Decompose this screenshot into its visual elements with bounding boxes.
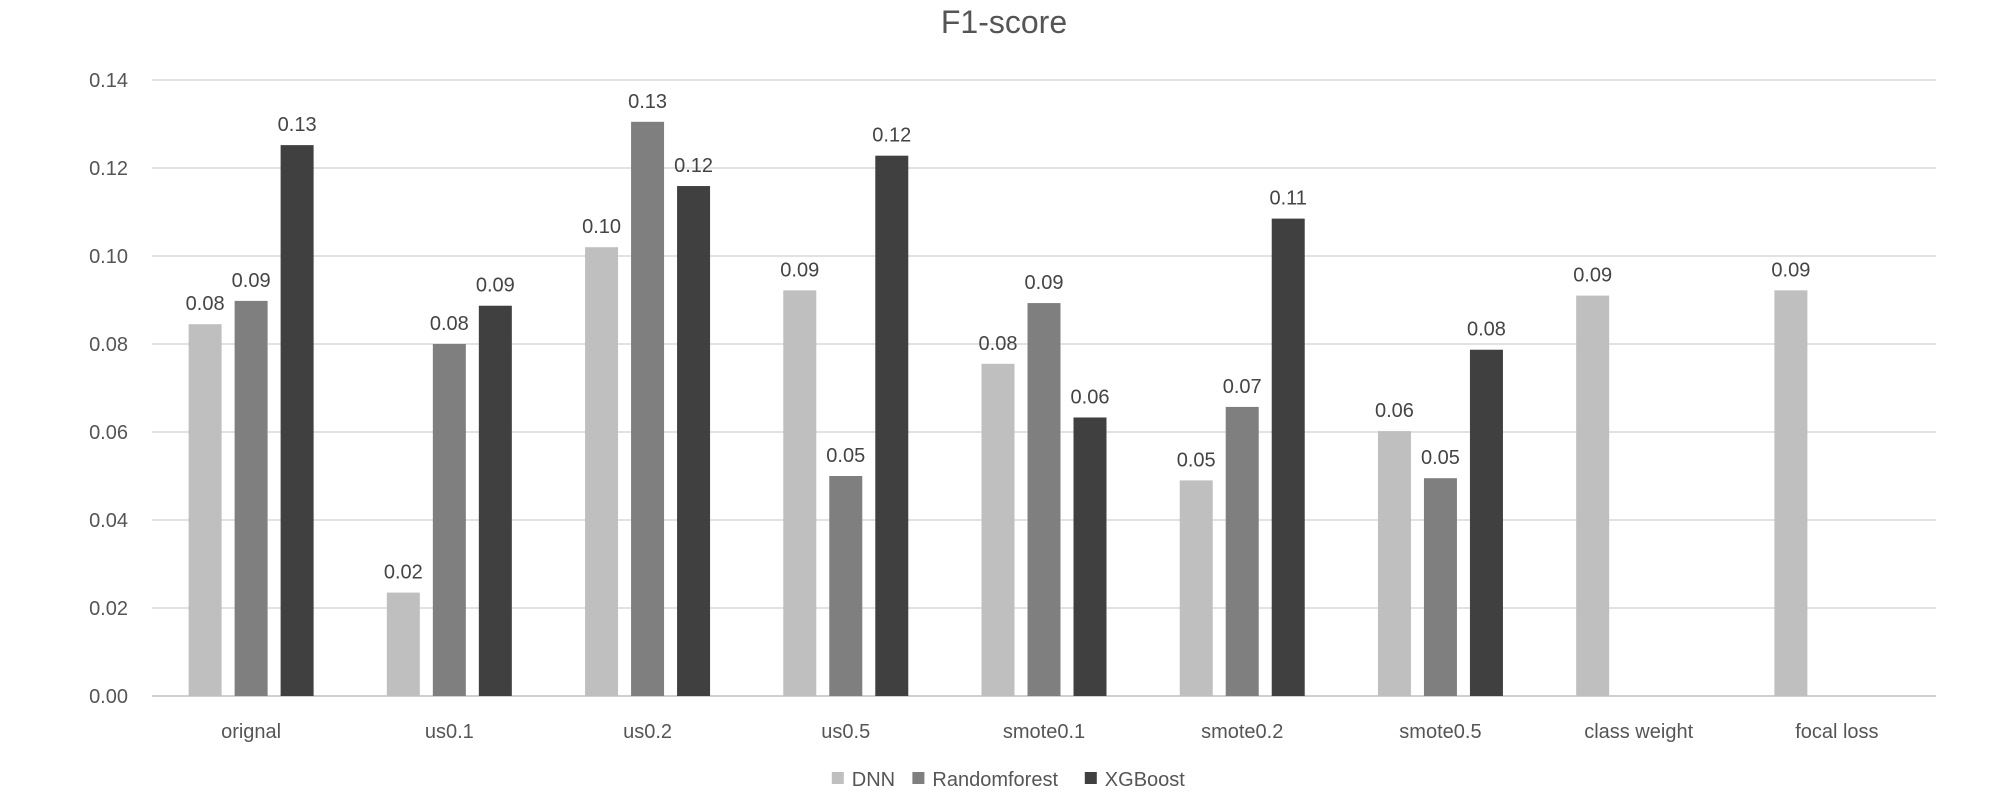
bar-xgboost-smote0.1 [1073, 417, 1107, 696]
data-label: 0.13 [628, 91, 667, 113]
legend-label-dnn: DNN [852, 769, 895, 791]
bar-dnn-us0.2 [585, 247, 619, 696]
data-label: 0.06 [1375, 400, 1414, 422]
bar-randomforest-us0.2 [631, 121, 665, 697]
y-tick-label: 0.14 [89, 70, 128, 92]
legend-label-randomforest: Randomforest [932, 769, 1058, 791]
bar-dnn-us0.5 [783, 290, 817, 696]
y-tick-label: 0.08 [89, 334, 128, 356]
bar-randomforest-smote0.2 [1225, 406, 1259, 696]
x-category-label: class weight [1584, 721, 1693, 743]
data-label: 0.08 [979, 333, 1018, 355]
data-label: 0.12 [872, 125, 911, 147]
x-category-label: smote0.2 [1201, 721, 1283, 743]
data-label: 0.09 [476, 275, 515, 297]
x-category-label: smote0.5 [1399, 721, 1481, 743]
y-tick-label: 0.02 [89, 598, 128, 620]
bar-dnn-smote0.2 [1179, 480, 1213, 696]
data-label: 0.09 [1771, 259, 1810, 281]
bar-xgboost-us0.2 [677, 186, 711, 697]
y-tick-label: 0.06 [89, 422, 128, 444]
bar-dnn-orignal [188, 324, 222, 696]
data-label: 0.06 [1071, 386, 1110, 408]
bar-dnn-us0.1 [386, 592, 420, 696]
bar-xgboost-orignal [280, 145, 314, 696]
y-tick-label: 0.12 [89, 158, 128, 180]
bar-randomforest-orignal [234, 300, 268, 696]
data-label: 0.08 [430, 313, 469, 335]
data-label: 0.07 [1223, 376, 1262, 398]
data-label: 0.11 [1269, 188, 1306, 210]
bar-randomforest-smote0.5 [1423, 478, 1457, 696]
x-category-label: us0.1 [425, 721, 474, 743]
y-tick-label: 0.00 [89, 686, 128, 708]
x-category-label: focal loss [1795, 721, 1878, 743]
bar-xgboost-us0.5 [875, 155, 909, 696]
y-tick-label: 0.10 [89, 246, 128, 268]
data-label: 0.05 [1177, 449, 1216, 471]
bar-randomforest-us0.1 [432, 344, 466, 696]
legend-swatch-randomforest [912, 772, 925, 784]
bar-randomforest-smote0.1 [1027, 303, 1061, 696]
data-label: 0.02 [384, 562, 423, 584]
y-axis-ticks: 0.00 0.02 0.04 0.06 0.08 0.10 0.12 0.14 [89, 70, 128, 708]
chart-title: F1-score [941, 4, 1067, 40]
legend-swatch-xgboost [1084, 772, 1097, 784]
bar-dnn-focal-loss [1774, 290, 1808, 696]
data-label: 0.08 [1467, 319, 1506, 341]
bar-dnn-smote0.5 [1377, 431, 1411, 696]
bar-xgboost-us0.1 [478, 305, 512, 696]
bar-xgboost-smote0.2 [1271, 218, 1305, 696]
x-category-label: smote0.1 [1003, 721, 1085, 743]
x-category-label: orignal [221, 721, 281, 743]
bars [188, 121, 1808, 697]
data-label: 0.09 [1025, 272, 1064, 294]
y-tick-label: 0.04 [89, 510, 128, 532]
data-label: 0.09 [780, 259, 819, 281]
data-label: 0.09 [232, 270, 271, 292]
legend-label-xgboost: XGBoost [1105, 769, 1185, 791]
data-label: 0.05 [826, 445, 865, 467]
bar-xgboost-smote0.5 [1469, 349, 1503, 696]
x-category-label: us0.2 [623, 721, 672, 743]
bar-randomforest-us0.5 [829, 476, 863, 696]
data-label: 0.08 [186, 293, 225, 315]
legend-swatch-dnn [831, 772, 844, 784]
bar-dnn-class-weight [1576, 295, 1610, 696]
data-labels: 0.08 0.09 0.13 0.02 0.08 0.09 0.10 0.13 0.12 0.09… [186, 91, 1811, 584]
data-label: 0.09 [1573, 265, 1612, 287]
x-category-label: us0.5 [821, 721, 870, 743]
data-label: 0.10 [582, 216, 621, 238]
x-axis-categories: orignal us0.1 us0.2 us0.5 smote0.1 smote0.2 sm… [221, 721, 1878, 743]
data-label: 0.12 [674, 155, 713, 177]
legend: DNN Randomforest XGBoost [831, 769, 1185, 791]
data-label: 0.13 [278, 114, 317, 136]
bar-dnn-smote0.1 [981, 363, 1015, 696]
data-label: 0.05 [1421, 447, 1460, 469]
